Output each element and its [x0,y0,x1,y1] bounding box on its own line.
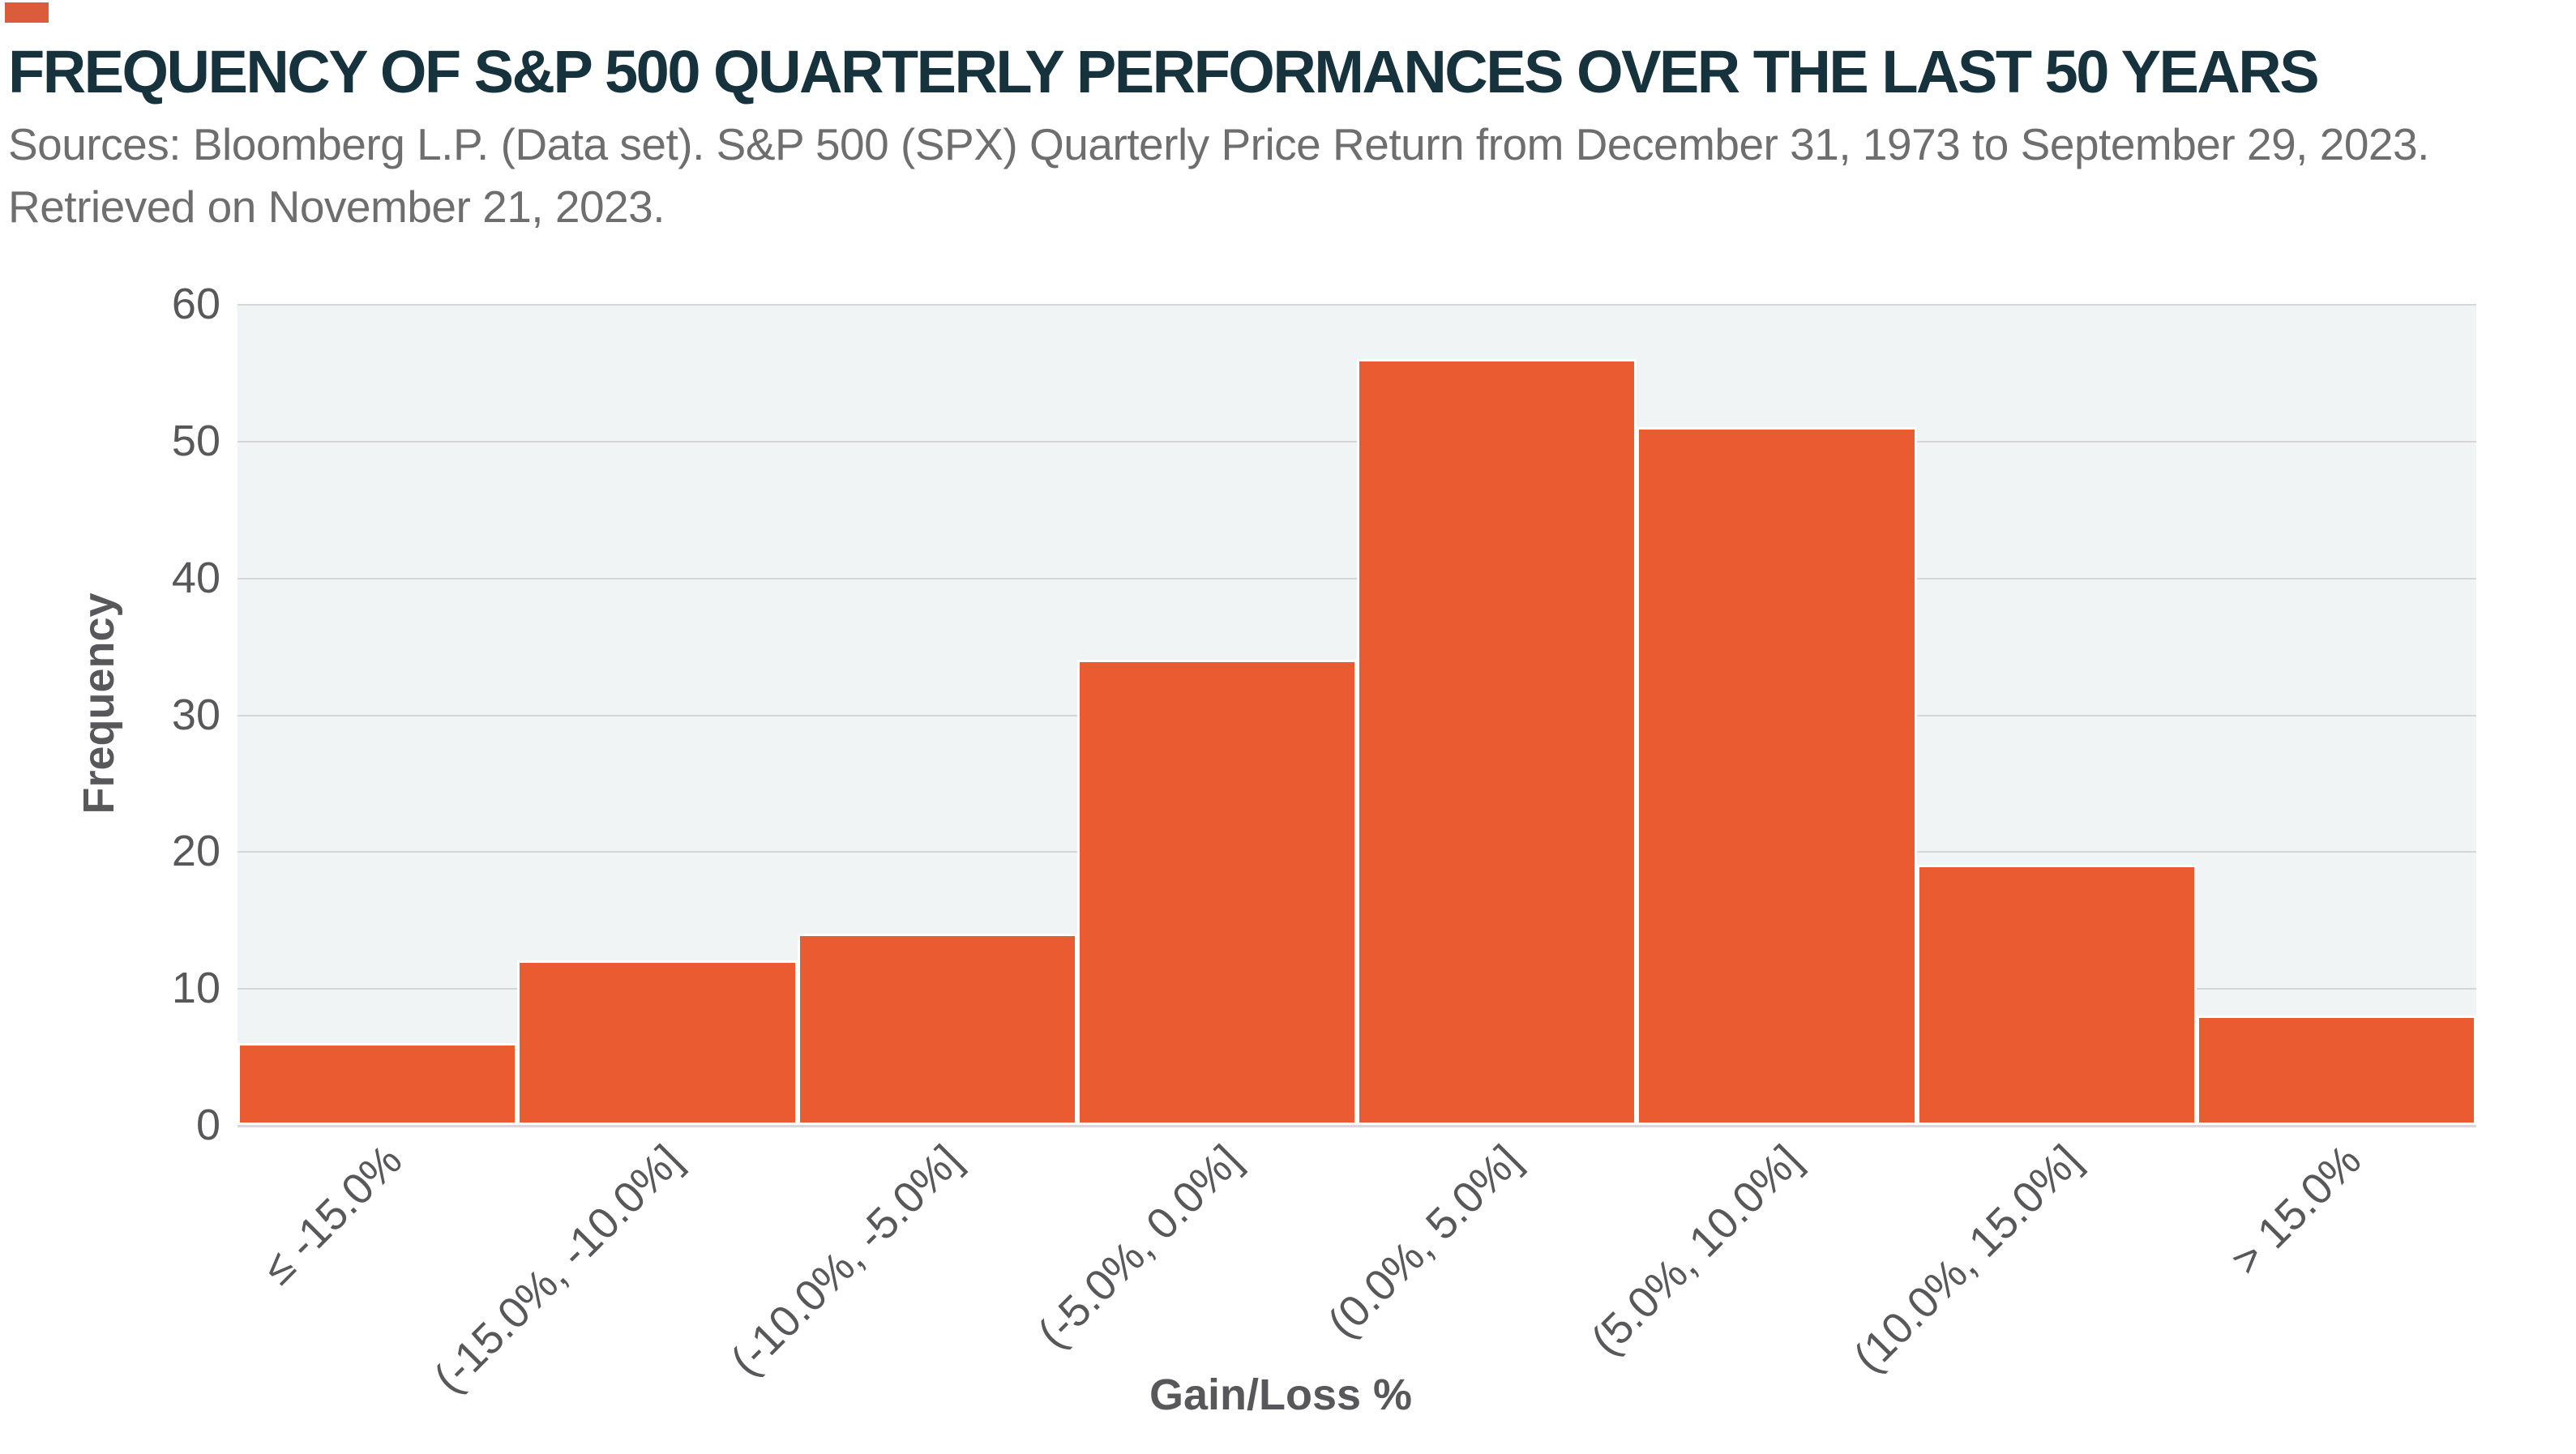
y-tick-label: 20 [171,827,220,876]
y-tick-label: 60 [171,280,220,328]
y-tick-label: 10 [171,964,220,1013]
plot-area [237,304,2476,1127]
y-tick-label: 0 [195,1101,220,1149]
x-tick-label: > 15.0% [2221,1135,2371,1285]
accent-mark [5,2,49,23]
histogram-bar [2196,1015,2476,1125]
histogram-bar [1357,358,1637,1125]
chart-sources: Sources: Bloomberg L.P. (Data set). S&P … [8,113,2429,238]
x-tick-label: (10.0%, 15.0%] [1844,1135,2090,1382]
y-tick-label: 50 [171,416,220,465]
x-tick-label: (-10.0%, -5.0%] [721,1135,971,1385]
y-tick-label: 40 [171,553,220,602]
y-tick-label: 30 [171,690,220,739]
histogram-bar [1637,426,1917,1125]
x-tick-label: ≤ -15.0% [253,1135,412,1294]
histogram-bar [1076,659,1357,1125]
histogram-bar [237,1042,518,1125]
x-tick-label: (-5.0%, 0.0%] [1029,1135,1252,1358]
histogram-bar [1916,865,2197,1125]
gridline [237,304,2476,306]
x-tick-label: (0.0%, 5.0%] [1319,1135,1531,1348]
histogram-bar [797,933,1077,1125]
x-tick-label: (-15.0%, -10.0%] [424,1135,691,1403]
chart-title: FREQUENCY OF S&P 500 QUARTERLY PERFORMAN… [8,38,2320,105]
sources-line-1: Sources: Bloomberg L.P. (Data set). S&P … [8,119,2429,169]
x-tick-label: (5.0%, 10.0%] [1581,1135,1811,1365]
histogram-bar [517,960,798,1125]
sources-line-2: Retrieved on November 21, 2023. [8,182,665,232]
x-axis-title: Gain/Loss % [1149,1371,1413,1419]
